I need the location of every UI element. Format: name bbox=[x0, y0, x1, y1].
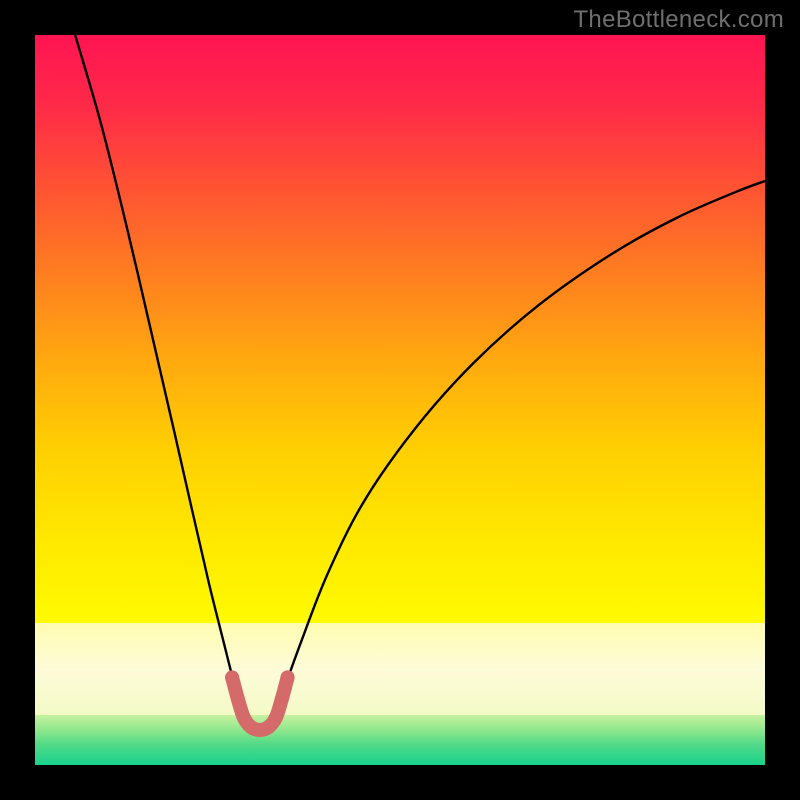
valley-marker-dot bbox=[231, 692, 245, 706]
canvas: TheBottleneck.com bbox=[0, 0, 800, 800]
plot-area bbox=[35, 35, 765, 765]
curve-left-branch bbox=[75, 35, 241, 707]
valley-marker bbox=[225, 670, 294, 737]
valley-marker-dot bbox=[275, 692, 289, 706]
curve-right-branch bbox=[277, 181, 765, 707]
valley-marker-dot bbox=[225, 670, 239, 684]
curves-svg bbox=[35, 35, 765, 765]
valley-marker-dot bbox=[281, 670, 295, 684]
valley-marker-dot bbox=[269, 711, 283, 725]
watermark-text: TheBottleneck.com bbox=[573, 6, 784, 34]
